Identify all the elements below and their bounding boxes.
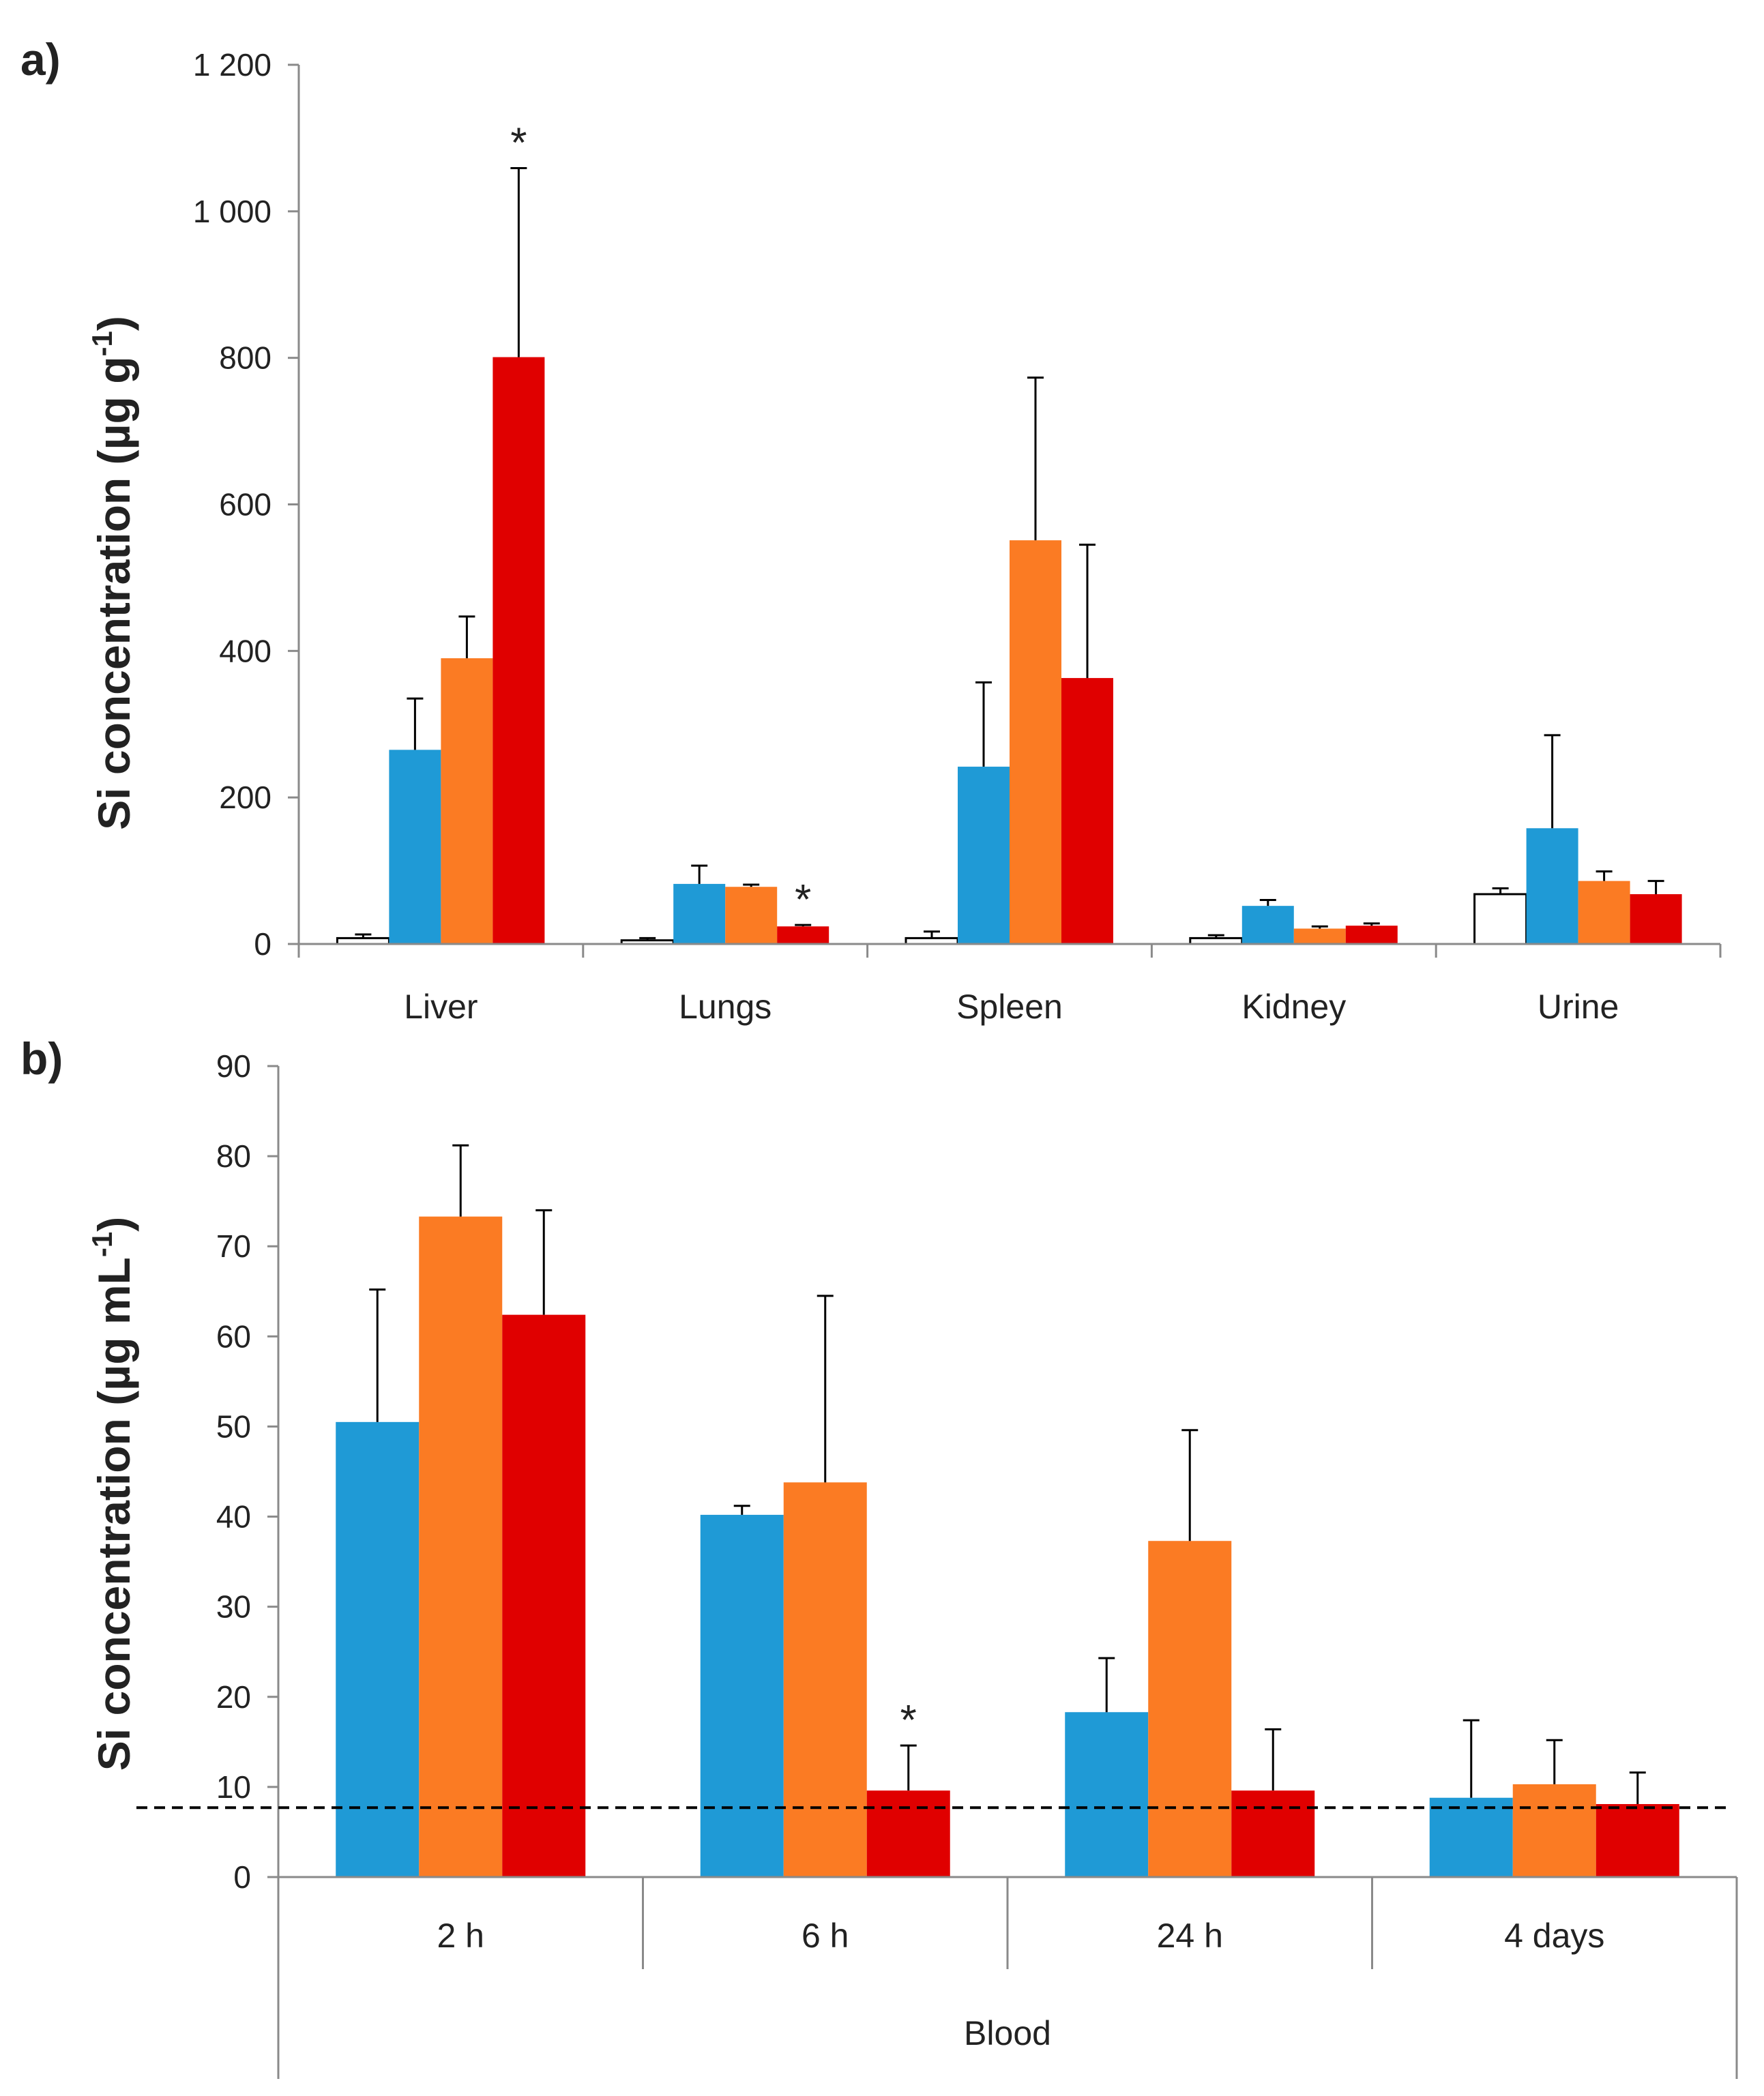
bar-red (866, 1790, 950, 1877)
bar-red (502, 1314, 586, 1877)
panel-a-label: a) (20, 34, 61, 85)
panel-b-y-axis-label: Si concentration (µg mL-1) (86, 1217, 139, 1771)
bar-red (493, 357, 545, 944)
bar-orange (1010, 540, 1061, 944)
panel-a-chart: 0 200 400 600 800 1 000 1 200 Liver Lungs Spleen K… (193, 47, 1722, 1026)
category-label: 2 h (437, 1917, 484, 1955)
category-label: Urine (1538, 988, 1619, 1026)
bar-orange (783, 1482, 867, 1877)
bar-orange (725, 887, 778, 944)
y-tick-label: 800 (219, 340, 271, 376)
bar-orange (1512, 1784, 1596, 1877)
bar-blue (336, 1421, 420, 1877)
bar-blue (1429, 1797, 1513, 1877)
y-tick-label: 80 (216, 1138, 251, 1174)
panel-b-chart: 0 10 20 30 40 50 60 70 80 90 2 h 6 h 24 h 4 days Blood… (136, 1048, 1738, 2079)
bar-blue (389, 750, 441, 944)
y-tick-label: 60 (216, 1318, 251, 1354)
panel-a-y-axis-label: Si concentration (µg g-1) (86, 316, 139, 830)
y-tick-label: 10 (216, 1769, 251, 1805)
group-label: Blood (964, 2014, 1051, 2052)
bar-blue (1065, 1712, 1149, 1877)
bar-blue (1241, 906, 1294, 944)
y-tick-label: 30 (216, 1589, 251, 1625)
y-tick-label: 400 (219, 633, 271, 668)
y-tick-label: 1 200 (193, 47, 271, 83)
y-tick-label: 600 (219, 487, 271, 522)
panel-b-label: b) (20, 1033, 63, 1084)
bar-blue (673, 883, 726, 944)
category-label: Kidney (1241, 988, 1346, 1026)
bar-orange (1148, 1541, 1232, 1877)
bar-blue (700, 1514, 784, 1877)
bar-blue (1526, 828, 1578, 944)
bar-orange (1293, 928, 1346, 944)
y-tick-label: 0 (254, 926, 271, 962)
bar-red (1630, 894, 1682, 944)
bar-red (1231, 1790, 1315, 1877)
bar-red (1345, 926, 1398, 944)
y-tick-label: 90 (216, 1048, 251, 1084)
significance-asterisk: * (900, 1697, 917, 1744)
y-tick-label: 200 (219, 780, 271, 815)
y-tick-label: 50 (216, 1408, 251, 1444)
category-label: Lungs (679, 988, 771, 1026)
category-label: Spleen (956, 988, 1063, 1026)
bar-orange (1578, 881, 1630, 944)
y-tick-label: 0 (233, 1859, 251, 1895)
bar-blue (958, 767, 1010, 944)
bar-orange (419, 1216, 503, 1877)
category-label: Liver (404, 988, 477, 1026)
significance-asterisk: * (510, 119, 527, 166)
category-label: 24 h (1157, 1917, 1223, 1955)
y-tick-label: 70 (216, 1228, 251, 1264)
y-tick-label: 40 (216, 1499, 251, 1535)
y-tick-label: 1 000 (193, 194, 271, 229)
bar-orange (441, 658, 493, 944)
category-label: 6 h (802, 1917, 849, 1955)
bar-red (1596, 1803, 1679, 1877)
bar-control (1473, 893, 1528, 945)
bar-red (777, 926, 829, 944)
significance-asterisk: * (795, 876, 811, 924)
category-label: 4 days (1504, 1917, 1604, 1955)
y-tick-label: 20 (216, 1679, 251, 1715)
bar-red (1061, 678, 1113, 944)
